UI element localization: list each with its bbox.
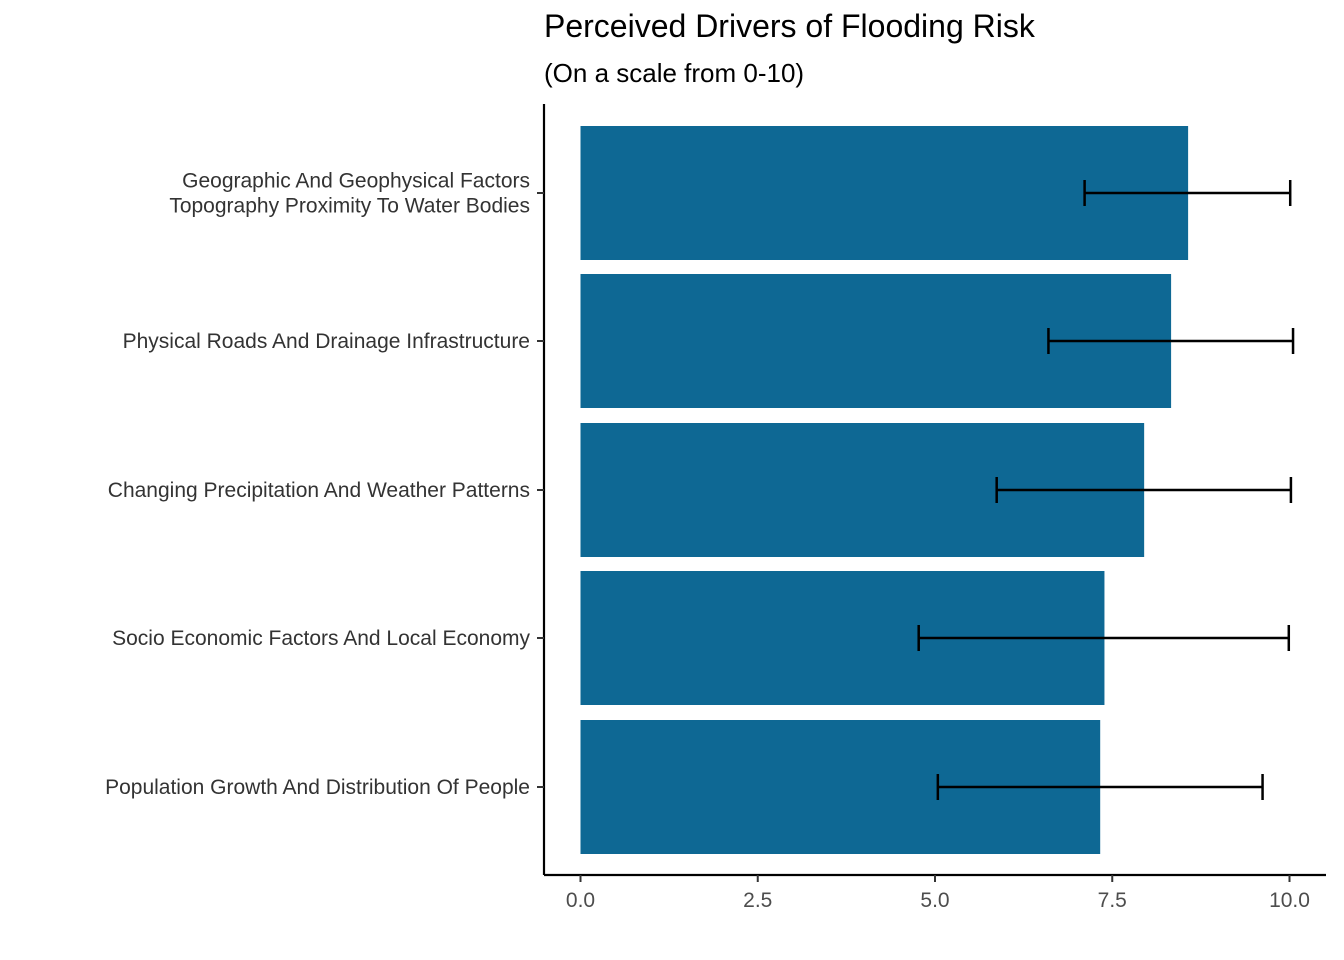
error-bar-0 (1083, 180, 1292, 206)
y-tick-label: Physical Roads And Drainage Infrastructu… (123, 330, 530, 353)
chart-subtitle: (On a scale from 0-10) (544, 58, 805, 88)
chart-title: Perceived Drivers of Flooding Risk (544, 8, 1035, 44)
y-tick-label: Changing Precipitation And Weather Patte… (108, 479, 530, 502)
error-bar-1 (1047, 328, 1295, 354)
y-tick-label: Socio Economic Factors And Local Economy (112, 627, 530, 650)
y-tick-label-line: Physical Roads And Drainage Infrastructu… (123, 330, 530, 353)
x-tick-label: 10.0 (1269, 889, 1310, 912)
x-tick-label: 5.0 (920, 889, 949, 912)
y-tick-label-line: Geographic And Geophysical Factors (182, 170, 530, 193)
y-tick-label: Population Growth And Distribution Of Pe… (105, 776, 530, 799)
error-bars-layer (917, 180, 1295, 800)
error-bar-4 (936, 774, 1264, 800)
x-tick-label: 7.5 (1098, 889, 1127, 912)
y-tick-label-line: Changing Precipitation And Weather Patte… (108, 479, 530, 502)
labels-layer: 0.0 2.5 5.0 7.5 10.0 Geographic And Geophysic… (105, 170, 1310, 913)
y-tick-label-line: Topography Proximity To Water Bodies (169, 195, 530, 218)
y-tick-label-line: Population Growth And Distribution Of Pe… (105, 776, 530, 799)
x-tick-label: 0.0 (566, 889, 595, 912)
error-bar-3 (917, 625, 1291, 651)
x-tick-label: 2.5 (743, 889, 772, 912)
error-bar-2 (995, 477, 1293, 503)
y-tick-label-line: Socio Economic Factors And Local Economy (112, 627, 530, 650)
axes-layer (537, 104, 1326, 882)
y-tick-label: Geographic And Geophysical Factors Topogr… (169, 170, 530, 218)
